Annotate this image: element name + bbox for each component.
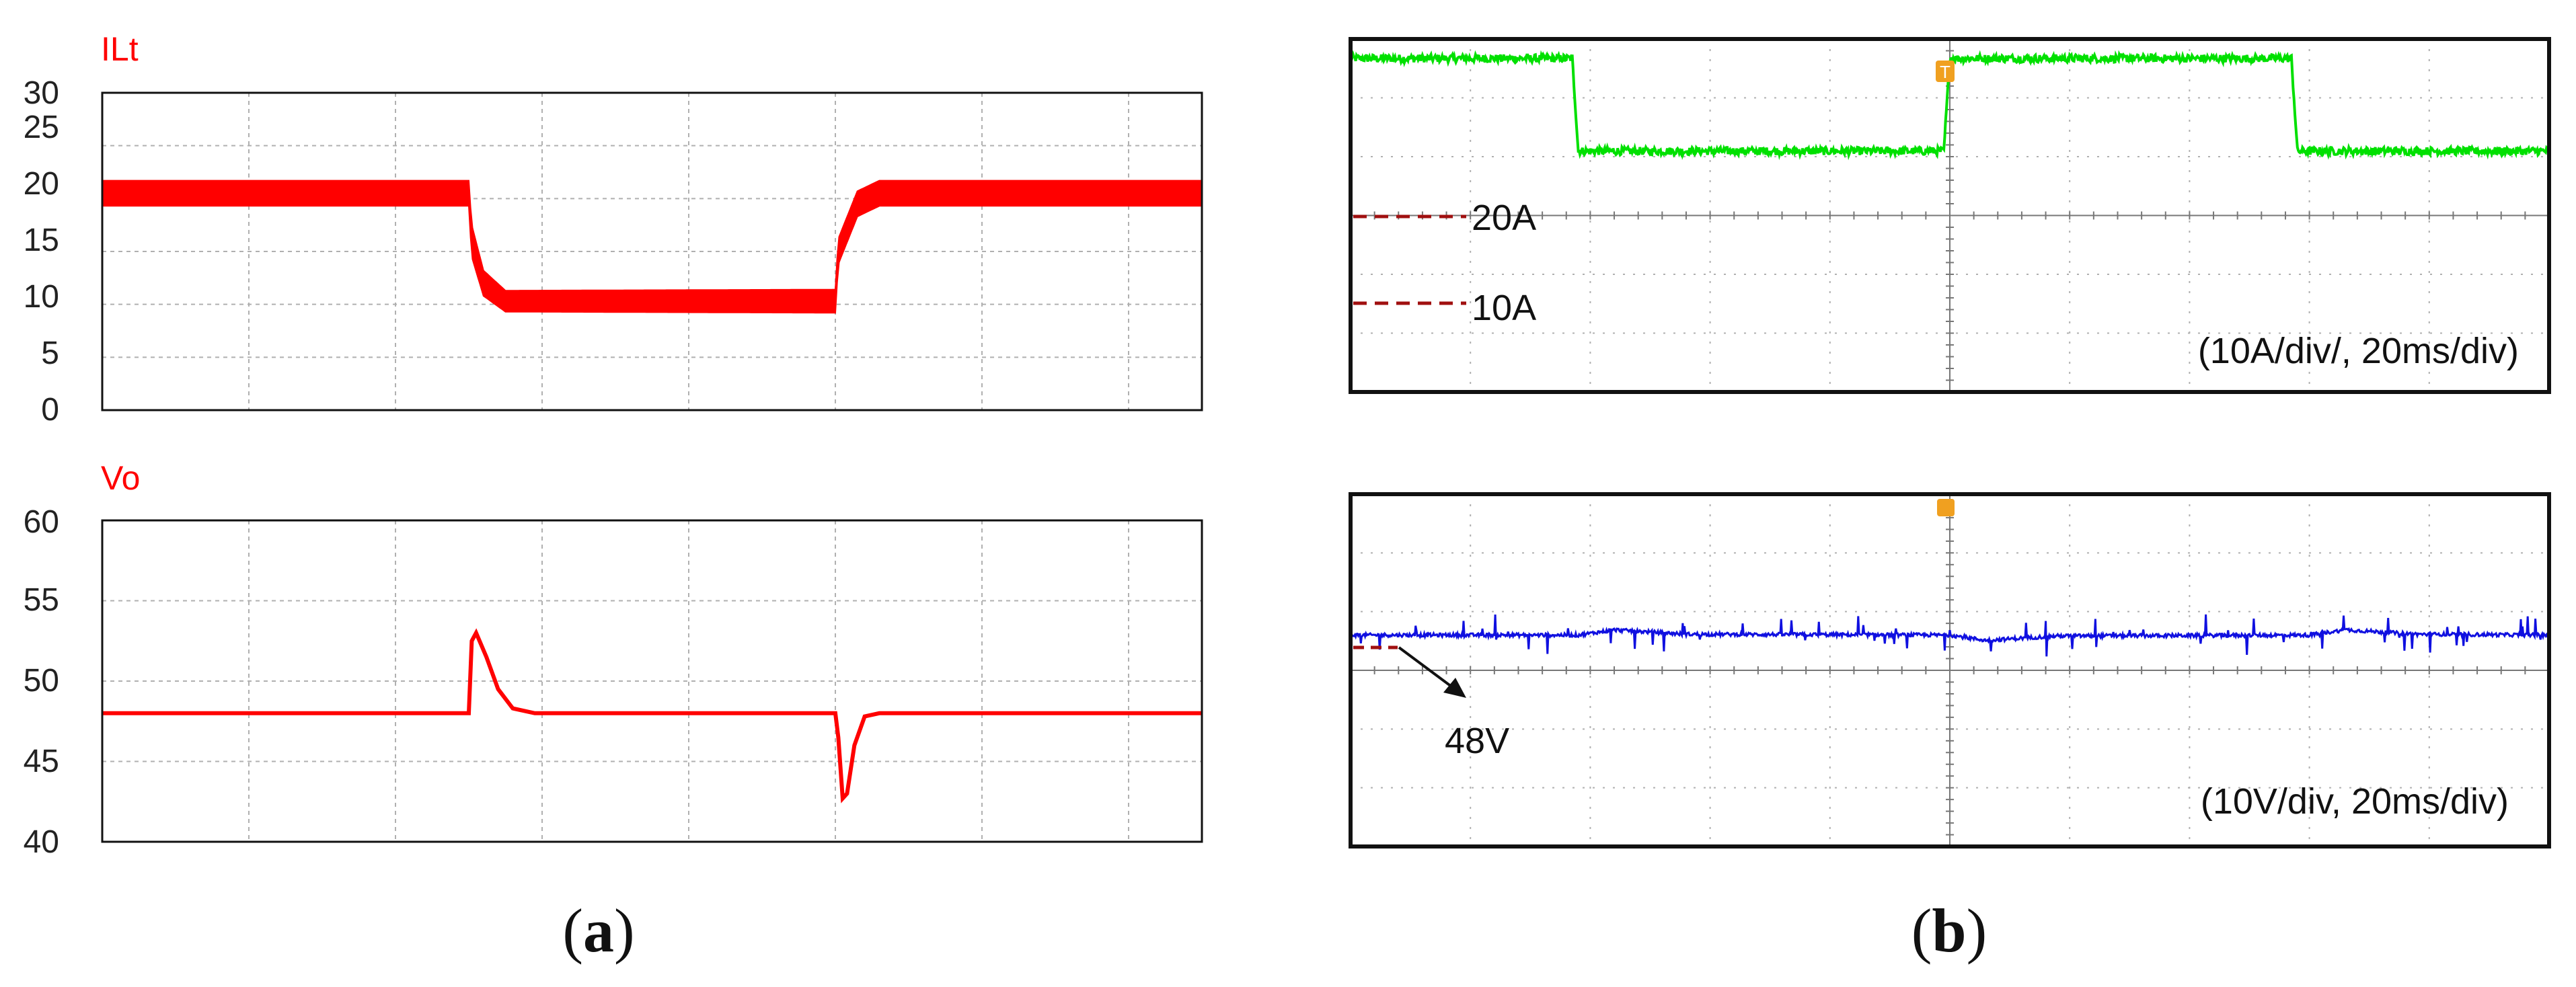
vo-y-tick-labels: 40 45 50 55 60: [24, 504, 59, 860]
scope-10a-marker-label: 10A: [1472, 288, 1536, 328]
vo-series: [102, 628, 1202, 803]
vo-signal-label: Vo: [101, 459, 140, 497]
vo-ytick-60: 60: [24, 504, 59, 540]
ilt-ytick-5: 5: [41, 335, 59, 371]
scope-voltage-line: [1349, 614, 2550, 657]
vo-plot-frame: [101, 519, 1203, 843]
panel-label-a: (a): [562, 896, 634, 965]
scope-voltage-series: [1349, 614, 2550, 657]
panel-label-b: (b): [1911, 896, 1987, 965]
vo-ytick-45: 45: [24, 744, 59, 779]
ilt-grid: [102, 93, 1202, 410]
vo-grid: [102, 520, 1202, 842]
scope-48v-marker-label: 48V: [1445, 721, 1509, 761]
vo-ytick-40: 40: [24, 824, 59, 860]
ilt-y-tick-labels: 0 5 10 15 20 25 30: [24, 75, 59, 428]
scope-current-scale-annotation: (10A/div/, 20ms/div): [2198, 331, 2519, 371]
scope-48v-arrow: [1398, 646, 1461, 694]
scope-current-frame: [1349, 37, 2551, 394]
vo-ytick-50: 50: [24, 663, 59, 699]
ilt-series-band: [102, 180, 1203, 314]
ilt-plot-frame: [101, 91, 1203, 411]
scope-voltage-scale-annotation: (10V/div, 20ms/div): [2201, 781, 2509, 822]
scope-48v-arrowhead: [1443, 678, 1466, 698]
scope-20a-marker-label: 20A: [1472, 198, 1536, 238]
scope-voltage-frame: [1349, 492, 2551, 848]
ilt-ytick-10: 10: [24, 279, 59, 315]
ilt-ytick-0: 0: [41, 392, 59, 428]
ilt-ytick-15: 15: [24, 223, 59, 258]
ilt-ytick-30: 30: [24, 75, 59, 111]
scope-current-trigger-icon: T: [1936, 61, 1955, 82]
scope-current-grid: [1350, 38, 2550, 393]
ilt-signal-label: ILt: [101, 30, 139, 68]
vo-series-line: [102, 628, 1202, 803]
scope-voltage-grid: [1350, 494, 2550, 847]
svg-text:T: T: [1940, 62, 1950, 82]
ilt-ytick-20: 20: [24, 166, 59, 202]
vo-ytick-55: 55: [24, 582, 59, 618]
ilt-series: [102, 180, 1203, 314]
ilt-ytick-25: 25: [24, 110, 59, 145]
scope-voltage-trigger-icon: [1937, 499, 1955, 516]
